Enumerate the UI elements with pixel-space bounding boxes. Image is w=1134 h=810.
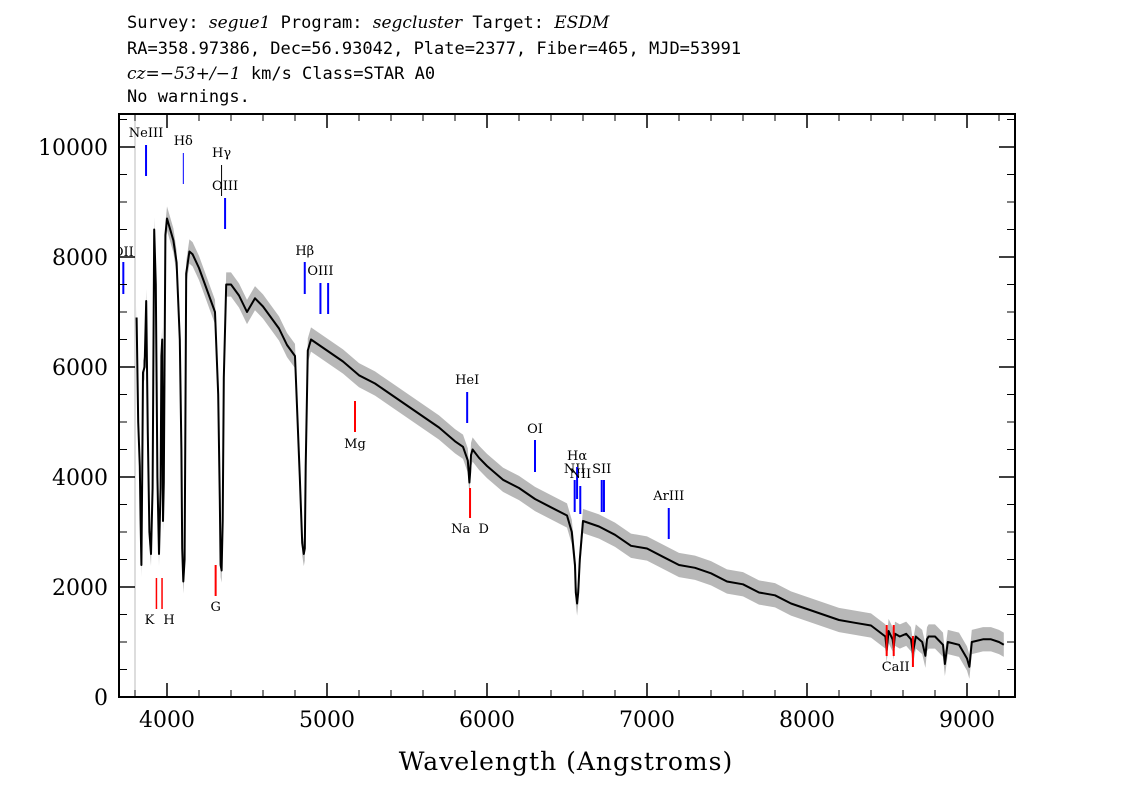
emission-line-label: Hα xyxy=(567,449,587,464)
x-tick-label: 7000 xyxy=(619,708,675,733)
y-tick-label: 2000 xyxy=(52,576,108,601)
header-text-run: Survey: xyxy=(127,13,209,33)
emission-line-label: Hβ xyxy=(295,244,314,259)
emission-line-label: Hδ xyxy=(174,134,193,149)
emission-line-label: OI xyxy=(527,422,543,437)
x-tick-label: 9000 xyxy=(939,708,995,733)
header-text-run: ESDM xyxy=(553,13,610,33)
header-line-4: No warnings. xyxy=(127,87,250,107)
y-tick-label: 6000 xyxy=(52,356,108,381)
y-tick-label: 8000 xyxy=(52,246,108,271)
emission-line-label: NII xyxy=(569,467,591,482)
header-text-run: cz=−53+/−1 xyxy=(127,64,241,84)
header-line-3: cz=−53+/−1 km/s Class=STAR A0 xyxy=(127,64,435,84)
absorption-line-label: G xyxy=(210,600,220,615)
header-text-run: segcluster xyxy=(373,13,463,33)
header-text-run: segue1 xyxy=(209,13,271,33)
flux-error-band xyxy=(136,206,1004,679)
flux-series-line xyxy=(135,217,1005,668)
absorption-line-label: Na D xyxy=(451,522,489,537)
emission-line-label: OIII xyxy=(212,179,238,194)
x-axis-title: Wavelength (Angstroms) xyxy=(399,747,733,776)
absorption-line-label: Mg xyxy=(344,437,366,452)
header-text-run: km/s Class=STAR A0 xyxy=(241,64,435,84)
header-line-2: RA=358.97386, Dec=56.93042, Plate=2377, … xyxy=(127,39,741,59)
emission-line-label: SII xyxy=(592,462,611,477)
emission-line-label: HeI xyxy=(455,373,479,388)
emission-line-label: Hγ xyxy=(212,146,231,161)
y-tick-label: 0 xyxy=(94,686,108,711)
x-tick-label: 4000 xyxy=(139,708,195,733)
emission-line-label: NeIII xyxy=(129,126,163,141)
header-line-1: Survey: segue1 Program: segcluster Targe… xyxy=(127,13,610,33)
x-tick-label: 8000 xyxy=(779,708,835,733)
absorption-line-label: CaII xyxy=(882,660,910,675)
absorption-line-label: H xyxy=(163,613,174,628)
y-tick-label: 10000 xyxy=(38,136,108,161)
y-tick-label: 4000 xyxy=(52,466,108,491)
spectrum-header: Survey: segue1 Program: segcluster Targe… xyxy=(127,13,741,107)
plot-frame xyxy=(118,113,1016,698)
x-tick-label: 6000 xyxy=(459,708,515,733)
header-text-run: Program: xyxy=(270,13,372,33)
x-tick-label: 5000 xyxy=(299,708,355,733)
emission-line-label: NII xyxy=(564,462,586,477)
emission-line-label: OIII xyxy=(307,264,333,279)
emission-line-label: ArIII xyxy=(652,489,684,504)
absorption-line-label: K xyxy=(145,613,155,628)
header-text-run: Target: xyxy=(462,13,554,33)
